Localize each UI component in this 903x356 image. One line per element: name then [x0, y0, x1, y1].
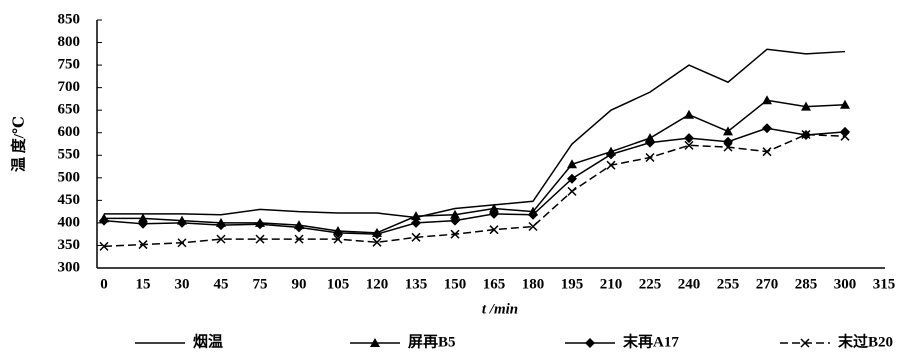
y-tick-label: 600: [58, 124, 81, 140]
y-tick-label: 350: [58, 237, 81, 253]
y-tick-label: 500: [58, 169, 81, 185]
y-tick-label: 300: [58, 259, 81, 275]
x-tick-label: 15: [136, 276, 151, 292]
point: [684, 140, 694, 150]
point: [450, 209, 460, 219]
point: [372, 229, 382, 240]
point: [411, 217, 421, 228]
point: [255, 234, 265, 244]
point: [567, 159, 577, 169]
x-tick-label: 300: [834, 276, 857, 292]
y-tick-label: 450: [58, 192, 81, 208]
point: [294, 234, 304, 244]
point: [645, 133, 655, 143]
point: [450, 229, 460, 239]
x-tick-label: 105: [327, 276, 350, 292]
y-axis-label: 温 度/℃: [9, 116, 27, 172]
point: [645, 137, 655, 148]
point: [723, 142, 733, 152]
point: [684, 109, 694, 119]
y-tick-label: 400: [58, 214, 81, 230]
point: [801, 101, 811, 111]
point: [723, 126, 733, 136]
x-tick-label: 210: [600, 276, 623, 292]
y-tick-label: 800: [58, 34, 81, 50]
x-tick-label: 165: [483, 276, 506, 292]
x-tick-label: 195: [561, 276, 584, 292]
point: [411, 211, 421, 221]
point: [762, 147, 772, 157]
series-line: [104, 48, 846, 219]
point: [294, 222, 304, 233]
point: [762, 123, 772, 134]
x-axis-label: t /min: [482, 301, 518, 317]
point: [333, 227, 343, 238]
legend-label: 末再A17: [623, 332, 679, 350]
series-line: [104, 99, 846, 234]
x-tick-label: 180: [522, 276, 545, 292]
point: [372, 237, 382, 247]
point: [528, 221, 538, 232]
point: [99, 215, 109, 226]
x-tick-label: 30: [175, 276, 190, 292]
x-tick-label: 75: [253, 276, 268, 292]
point: [450, 215, 460, 226]
point: [645, 152, 655, 163]
legend-label: 屏再B5: [408, 333, 456, 350]
point: [216, 234, 226, 244]
x-tick-label: 285: [795, 276, 818, 292]
point: [606, 149, 616, 160]
x-tick-label: 135: [405, 276, 428, 292]
x-tick-label: 120: [366, 276, 389, 292]
y-tick-label: 550: [58, 147, 81, 163]
point: [585, 338, 595, 348]
y-tick-label: 700: [58, 79, 81, 95]
x-tick-label: 240: [678, 276, 701, 292]
point: [489, 208, 499, 219]
x-tick-label: 0: [100, 276, 108, 292]
point: [489, 225, 499, 235]
legend-label: 末过B20: [838, 332, 893, 350]
point: [138, 213, 148, 223]
point: [411, 232, 421, 242]
point: [333, 234, 343, 244]
x-tick-label: 150: [444, 276, 467, 292]
series-line: [103, 133, 846, 248]
y-tick-label: 850: [58, 11, 81, 27]
point: [840, 99, 850, 109]
point: [801, 130, 811, 140]
x-tick-label: 45: [214, 276, 229, 292]
point: [606, 160, 616, 170]
x-tick-label: 255: [717, 276, 740, 292]
point: [840, 131, 850, 141]
point: [800, 338, 810, 348]
point: [216, 220, 226, 231]
point: [528, 209, 538, 220]
point: [489, 203, 499, 213]
x-tick-label: 90: [292, 276, 307, 292]
point: [567, 186, 577, 196]
point: [762, 95, 772, 105]
point: [177, 238, 187, 248]
point: [723, 136, 733, 147]
x-tick-label: 270: [756, 276, 779, 292]
x-tick-label: 315: [873, 276, 896, 292]
point: [138, 218, 148, 229]
point: [177, 217, 187, 228]
point: [99, 241, 109, 251]
x-tick-label: 225: [639, 276, 662, 292]
y-tick-label: 750: [58, 57, 81, 73]
point: [138, 240, 148, 250]
point: [370, 338, 380, 347]
point: [684, 133, 694, 144]
series-line: [103, 127, 846, 235]
point: [567, 173, 577, 184]
legend-label: 烟温: [193, 333, 223, 350]
point: [255, 219, 265, 230]
y-tick-label: 650: [58, 102, 81, 118]
